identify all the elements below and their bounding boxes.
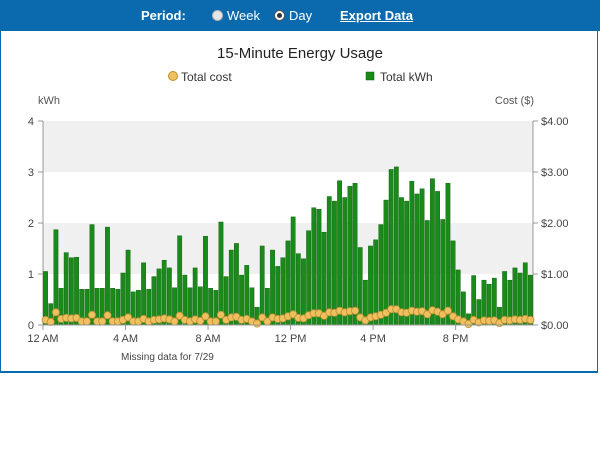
kwh-bar[interactable] <box>177 235 183 326</box>
kwh-bar[interactable] <box>259 245 265 326</box>
kwh-bar[interactable] <box>218 221 224 326</box>
x-tick-label: 12 PM <box>275 333 307 345</box>
cost-point[interactable] <box>258 313 267 322</box>
period-week-label: Week <box>227 8 260 23</box>
cost-point[interactable] <box>216 310 225 319</box>
kwh-bar[interactable] <box>430 178 435 326</box>
kwh-bar[interactable] <box>105 226 110 326</box>
x-tick-label: 4 PM <box>360 333 386 345</box>
cost-point[interactable] <box>211 317 220 326</box>
period-week-radio[interactable]: Week <box>212 8 260 23</box>
kwh-bar[interactable] <box>445 183 451 326</box>
y-right-tick-label: $3.00 <box>541 167 569 179</box>
y-left-tick-label: 3 <box>28 167 34 179</box>
export-data-link[interactable]: Export Data <box>340 8 413 23</box>
missing-data-note: Missing data for 7/29 <box>121 352 214 363</box>
right-axis-title: Cost ($) <box>495 95 534 107</box>
y-left-tick-label: 0 <box>28 320 34 332</box>
x-tick-label: 8 PM <box>443 333 469 345</box>
kwh-bar[interactable] <box>419 188 425 326</box>
kwh-bar[interactable] <box>378 224 384 326</box>
y-right-tick-label: $1.00 <box>541 269 569 281</box>
x-tick-label: 4 AM <box>113 333 138 345</box>
cost-point[interactable] <box>170 317 179 326</box>
cost-point[interactable] <box>124 313 133 322</box>
period-day-label: Day <box>289 8 313 23</box>
y-right-tick-label: $0.00 <box>541 320 569 332</box>
kwh-bar[interactable] <box>404 200 410 326</box>
y-left-tick-label: 1 <box>28 269 34 281</box>
kwh-bar[interactable] <box>342 197 348 326</box>
y-right-tick-label: $4.00 <box>541 116 569 128</box>
y-left-tick-label: 4 <box>28 116 34 128</box>
cost-point[interactable] <box>464 319 473 328</box>
legend-cost-swatch-icon <box>168 71 178 81</box>
kwh-bar[interactable] <box>373 239 379 326</box>
cost-point[interactable] <box>51 308 60 317</box>
cost-point[interactable] <box>46 317 55 326</box>
legend-cost-label[interactable]: Total cost <box>181 70 232 84</box>
kwh-bar[interactable] <box>393 166 399 326</box>
cost-point[interactable] <box>88 310 97 319</box>
kwh-bar[interactable] <box>316 209 322 326</box>
kwh-bar[interactable] <box>388 169 394 326</box>
y-left-tick-label: 2 <box>28 218 34 230</box>
cost-point[interactable] <box>175 311 184 320</box>
kwh-bar[interactable] <box>337 180 342 326</box>
legend-kwh-swatch-icon <box>365 71 375 81</box>
kwh-bar[interactable] <box>311 207 317 326</box>
chart-title: 15-Minute Energy Usage <box>217 45 383 62</box>
kwh-bar[interactable] <box>414 193 420 326</box>
cost-point[interactable] <box>351 306 360 315</box>
x-tick-label: 12 AM <box>27 333 58 345</box>
period-toolbar: Period: Week Day Export Data <box>0 0 600 31</box>
period-label: Period: <box>141 8 186 23</box>
kwh-bar[interactable] <box>326 196 332 326</box>
cost-point[interactable] <box>526 315 535 324</box>
kwh-bar[interactable] <box>383 199 389 326</box>
cost-point[interactable] <box>201 312 210 321</box>
cost-point[interactable] <box>423 310 432 319</box>
kwh-bar[interactable] <box>89 224 95 326</box>
kwh-bar[interactable] <box>203 236 208 326</box>
kwh-bar[interactable] <box>409 180 415 326</box>
kwh-bar[interactable] <box>357 247 363 326</box>
radio-unchecked-icon <box>212 10 223 21</box>
cost-point[interactable] <box>98 317 107 326</box>
band-3-4 <box>43 121 533 172</box>
cost-point[interactable] <box>443 306 452 315</box>
kwh-bar[interactable] <box>347 186 353 326</box>
x-tick-label: 8 AM <box>196 333 221 345</box>
kwh-bar[interactable] <box>234 243 239 326</box>
cost-point[interactable] <box>253 319 262 328</box>
cost-point[interactable] <box>82 317 91 326</box>
kwh-bar[interactable] <box>290 216 296 326</box>
kwh-bar[interactable] <box>399 197 404 326</box>
radio-checked-icon <box>274 10 285 21</box>
kwh-bar[interactable] <box>368 245 373 326</box>
kwh-bar[interactable] <box>435 191 440 326</box>
y-right-tick-label: $2.00 <box>541 218 569 230</box>
period-day-radio[interactable]: Day <box>274 8 312 23</box>
kwh-bar[interactable] <box>352 183 358 326</box>
legend-kwh-label[interactable]: Total kWh <box>380 70 433 84</box>
kwh-bar[interactable] <box>306 230 312 326</box>
kwh-bar[interactable] <box>332 200 337 326</box>
cost-point[interactable] <box>103 311 112 320</box>
left-axis-title: kWh <box>38 95 60 107</box>
